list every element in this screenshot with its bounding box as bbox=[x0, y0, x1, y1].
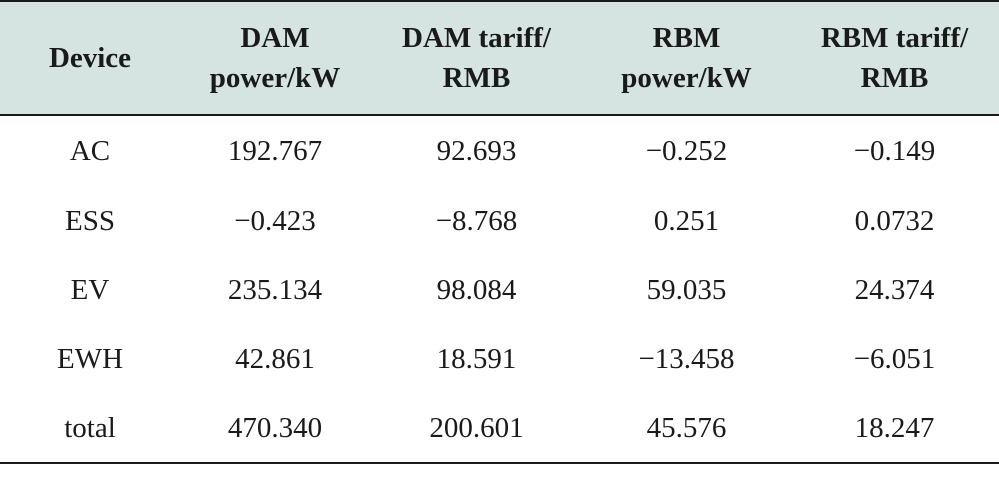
table-row: AC 192.767 92.693 −0.252 −0.149 bbox=[0, 115, 999, 187]
cell-rbm-tariff: −6.051 bbox=[853, 343, 936, 375]
table-row: total 470.340 200.601 45.576 18.247 bbox=[0, 394, 999, 464]
cell-dam-power: 235.134 bbox=[227, 274, 323, 306]
header-rbm-tariff-line-2: RMB bbox=[860, 62, 929, 94]
header-dam-tariff-line-1: DAM tariff/ bbox=[402, 22, 551, 54]
cell-device: EWH bbox=[56, 343, 124, 375]
header-rbm-power-line-1: RBM bbox=[652, 22, 721, 54]
header-rbm-power-line-2: power/kW bbox=[621, 62, 752, 94]
header-dam-power-line-2: power/kW bbox=[209, 62, 341, 94]
header-rbm-power: RBM power/kW bbox=[583, 0, 790, 116]
cell-rbm-power: 0.251 bbox=[653, 205, 720, 237]
header-device-line-1: Device bbox=[48, 42, 132, 74]
cell-dam-tariff: 92.693 bbox=[436, 135, 517, 167]
header-row: Device DAM power/kW DAM tariff/ RMB RBM … bbox=[0, 0, 999, 116]
header-rbm-tariff-line-1: RBM tariff/ bbox=[820, 22, 969, 54]
header-device: Device bbox=[0, 0, 180, 116]
results-table: Device DAM power/kW DAM tariff/ RMB RBM … bbox=[0, 0, 999, 464]
table-body: AC 192.767 92.693 −0.252 −0.149 ESS −0.4… bbox=[0, 115, 999, 464]
data-table-container: Device DAM power/kW DAM tariff/ RMB RBM … bbox=[0, 0, 999, 464]
cell-dam-tariff: 200.601 bbox=[370, 394, 583, 464]
cell-dam-power: 192.767 bbox=[227, 135, 323, 167]
table-row: EWH 42.861 18.591 −13.458 −6.051 bbox=[0, 325, 999, 394]
header-dam-tariff: DAM tariff/ RMB bbox=[370, 0, 583, 116]
cell-device: EV bbox=[70, 274, 110, 306]
cell-rbm-power: 45.576 bbox=[583, 394, 790, 464]
cell-device: ESS bbox=[65, 205, 115, 237]
header-rbm-tariff: RBM tariff/ RMB bbox=[790, 0, 999, 116]
cell-rbm-tariff: 0.0732 bbox=[854, 205, 935, 237]
cell-device: AC bbox=[69, 135, 111, 167]
cell-dam-power: −0.423 bbox=[234, 205, 316, 237]
cell-dam-tariff: 98.084 bbox=[436, 274, 517, 306]
cell-rbm-tariff: 18.247 bbox=[790, 394, 999, 464]
table-header: Device DAM power/kW DAM tariff/ RMB RBM … bbox=[0, 0, 999, 116]
cell-dam-tariff: 18.591 bbox=[436, 343, 517, 375]
cell-dam-tariff: −8.768 bbox=[435, 205, 518, 237]
cell-rbm-tariff: −0.149 bbox=[853, 135, 936, 167]
cell-device: total bbox=[0, 394, 180, 464]
table-row: ESS −0.423 −8.768 0.251 0.0732 bbox=[0, 187, 999, 256]
cell-rbm-power: 59.035 bbox=[646, 274, 727, 306]
table-row: EV 235.134 98.084 59.035 24.374 bbox=[0, 256, 999, 325]
cell-rbm-power: −13.458 bbox=[638, 343, 735, 375]
cell-rbm-tariff: 24.374 bbox=[854, 274, 935, 306]
cell-dam-power: 470.340 bbox=[180, 394, 370, 464]
cell-dam-power: 42.861 bbox=[235, 343, 315, 375]
header-dam-power: DAM power/kW bbox=[180, 0, 370, 116]
cell-rbm-power: −0.252 bbox=[645, 135, 728, 167]
header-dam-tariff-line-2: RMB bbox=[442, 62, 511, 94]
header-dam-power-line-1: DAM bbox=[240, 22, 310, 54]
